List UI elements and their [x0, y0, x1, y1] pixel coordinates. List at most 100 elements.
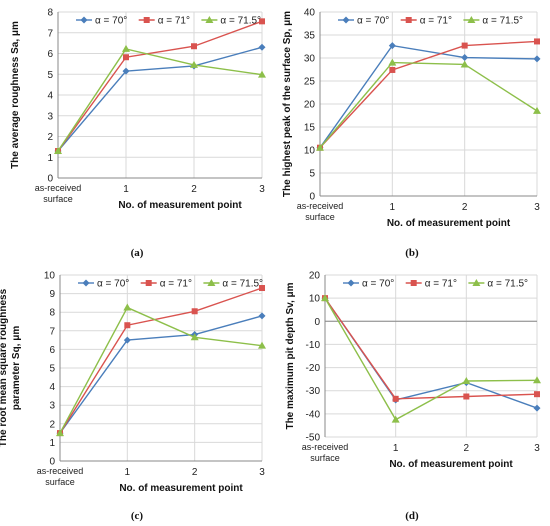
data-point: [258, 341, 266, 349]
y-tick-label: 10: [44, 271, 56, 282]
y-tick-label: 40: [304, 8, 316, 19]
chart-svg: 0 5 10 15 20 25 30 35 40 as-received surface 1 2 3 No.…: [282, 8, 541, 259]
data-point: [388, 58, 397, 66]
legend-label: α = 71°: [158, 16, 190, 27]
x-axis-title: No. of measurement point: [118, 200, 242, 211]
x-tick-label: 3: [534, 202, 540, 213]
series-line: [319, 44, 538, 149]
data-point: [190, 60, 198, 68]
x-tick-label: 1: [125, 467, 131, 478]
chart-panel-b: 0 5 10 15 20 25 30 35 40 as-received surface 1 2 3 No.…: [275, 0, 550, 263]
legend-entry: α = 71°: [140, 279, 192, 290]
data-point: [123, 303, 132, 311]
legend-marker: [405, 17, 412, 23]
data-point: [461, 42, 468, 49]
legend-entry: α = 71°: [400, 16, 452, 27]
legend-label: α = 71°: [160, 279, 192, 290]
legend-entry: α = 70°: [76, 16, 127, 27]
series-line: [57, 48, 263, 152]
legend-marker: [205, 16, 214, 23]
x-tick-label: 2: [191, 184, 197, 195]
series-line: [57, 46, 263, 152]
y-tick-label: 1: [49, 438, 55, 449]
legend-marker: [145, 280, 152, 286]
data-point: [392, 395, 399, 402]
chart-svg: 0 1 2 3 4 5 6 7 8 9 10 as-received surface 1 2 3 No. of …: [0, 271, 266, 522]
y-tick-label: 4: [49, 382, 55, 393]
panel-caption: (d): [405, 510, 419, 522]
y-tick-label: 3: [47, 111, 53, 122]
data-point: [54, 147, 62, 155]
data-point: [191, 43, 197, 50]
y-tick-label: 1: [47, 153, 53, 164]
chart-panel-d: -50 -40 -30 -20 -10 0 10 20 as-received surface 1 2…: [275, 263, 550, 526]
data-point: [463, 393, 470, 400]
y-axis-title: The highest peak of the surface Sp, μm: [282, 11, 293, 197]
data-point: [258, 312, 266, 320]
data-point: [462, 376, 471, 384]
legend-entry: α = 70°: [343, 279, 394, 290]
y-tick-label: 35: [304, 31, 316, 42]
y-tick-label: 0: [314, 317, 320, 328]
legend-label: α = 70°: [95, 16, 127, 27]
y-tick-label: 3: [49, 401, 55, 412]
data-point: [534, 391, 540, 398]
y-tick-label: 0: [309, 192, 315, 203]
data-point: [461, 54, 469, 62]
y-axis-title: The average roughness Sa, μm: [10, 21, 21, 169]
legend-marker: [207, 279, 216, 286]
x-tick-label: as-received surface: [297, 201, 344, 222]
legend-entry: α = 70°: [338, 16, 389, 27]
y-tick-label: 8: [47, 8, 53, 19]
x-tick-label: as-received surface: [37, 466, 84, 487]
legend-marker: [82, 279, 90, 287]
data-point: [258, 43, 266, 51]
y-tick-label: 5: [309, 169, 315, 180]
panel-caption: (b): [405, 247, 419, 259]
x-tick-label: 1: [123, 184, 129, 195]
y-tick-label: 7: [47, 28, 53, 39]
y-tick-label: -50: [306, 433, 321, 444]
chart-svg: -50 -40 -30 -20 -10 0 10 20 as-received surface 1 2…: [285, 271, 541, 522]
y-tick-label: 30: [304, 54, 316, 65]
x-tick-label: 3: [259, 467, 265, 478]
data-point: [190, 333, 199, 341]
y-tick-label: 0: [47, 174, 53, 185]
legend-label: α = 70°: [357, 16, 389, 27]
data-point: [460, 60, 469, 68]
series-line: [57, 20, 263, 152]
legend-entry: α = 71°: [405, 279, 457, 290]
y-tick-label: -30: [306, 386, 321, 397]
legend-marker: [143, 17, 150, 23]
legend-label: α = 71.5°: [482, 16, 523, 27]
y-tick-label: 7: [49, 326, 55, 337]
y-axis-title: The maximum pit depth Sv, μm: [285, 282, 296, 429]
y-tick-label: 25: [304, 77, 316, 88]
chart-panel-a: 0 1 2 3 4 5 6 7 8 as-received surface 1 2 3 No. of mea…: [0, 0, 275, 263]
legend-label: α = 71.5°: [487, 279, 528, 290]
y-tick-label: 20: [304, 100, 316, 111]
x-tick-label: 2: [462, 202, 468, 213]
series-line: [319, 40, 538, 149]
data-point: [391, 415, 400, 423]
y-tick-label: 5: [47, 70, 53, 81]
x-tick-label: 1: [393, 443, 399, 454]
legend-marker: [472, 279, 481, 286]
legend-marker: [467, 16, 476, 23]
series-line: [59, 306, 263, 434]
y-tick-label: 0: [49, 457, 55, 468]
data-point: [123, 336, 131, 344]
y-tick-label: 6: [49, 345, 55, 356]
data-point: [122, 44, 130, 52]
data-point: [122, 67, 130, 75]
legend-marker: [342, 16, 350, 24]
chart-svg: 0 1 2 3 4 5 6 7 8 as-received surface 1 2 3 No. of mea…: [10, 8, 266, 259]
data-point: [534, 38, 540, 45]
legend-label: α = 70°: [362, 279, 394, 290]
x-tick-label: 2: [192, 467, 198, 478]
y-tick-label: 10: [309, 294, 321, 305]
panel-caption: (a): [131, 247, 144, 259]
x-tick-label: as-received surface: [302, 442, 349, 463]
legend-entry: α = 71.5°: [468, 279, 528, 290]
legend-label: α = 71°: [420, 16, 452, 27]
